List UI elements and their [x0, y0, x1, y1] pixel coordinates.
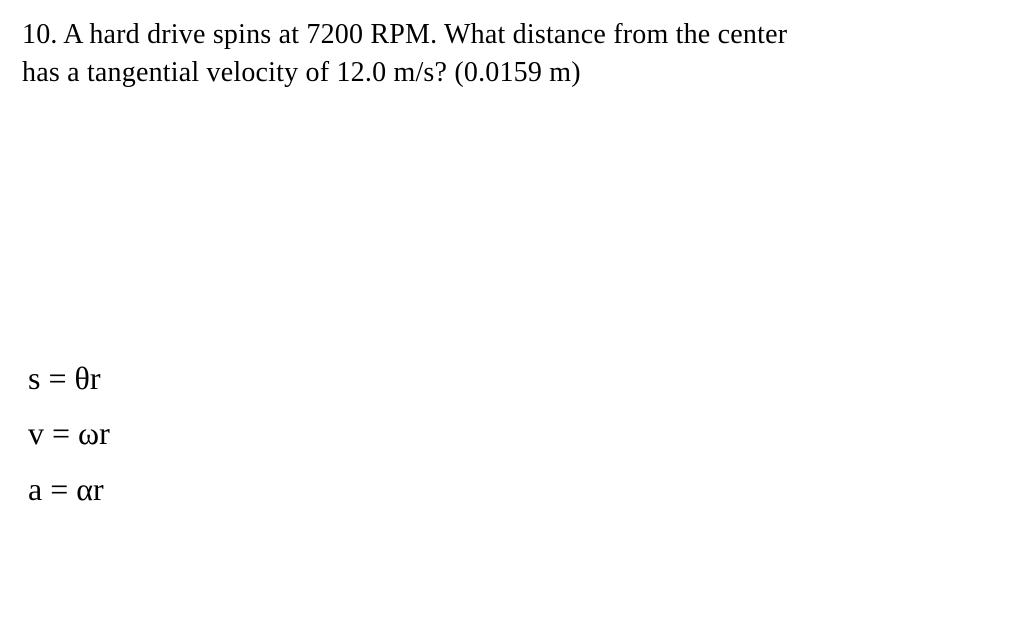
formula-arc-length: s = θr	[28, 354, 1002, 404]
formula-block: s = θr v = ωr a = αr	[28, 354, 1002, 515]
formula-tangential-velocity: v = ωr	[28, 409, 1002, 459]
problem-statement: 10. A hard drive spins at 7200 RPM. What…	[22, 16, 1002, 92]
problem-line-2: has a tangential velocity of 12.0 m/s? (…	[22, 57, 581, 88]
problem-line-1: 10. A hard drive spins at 7200 RPM. What…	[22, 19, 787, 50]
formula-tangential-acceleration: a = αr	[28, 465, 1002, 515]
page-container: 10. A hard drive spins at 7200 RPM. What…	[0, 0, 1024, 536]
